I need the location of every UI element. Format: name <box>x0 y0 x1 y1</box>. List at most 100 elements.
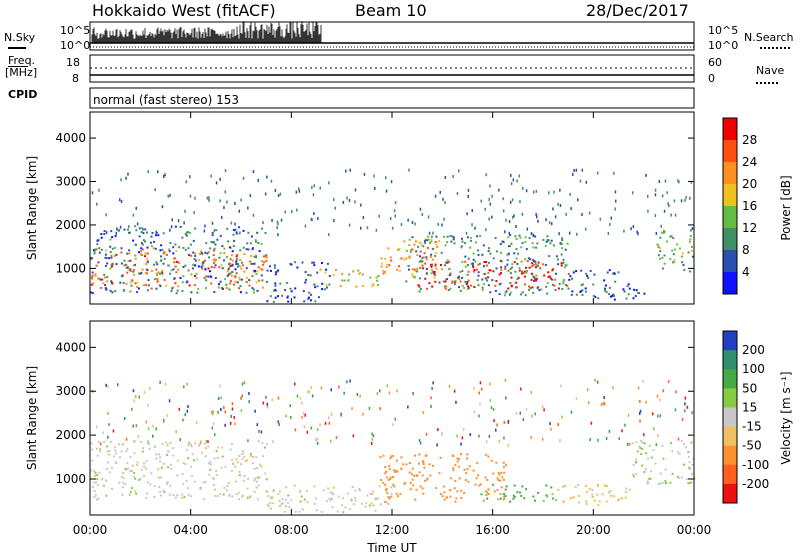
heatmap-cell <box>227 482 230 484</box>
heatmap-cell <box>303 498 306 501</box>
heatmap-cell <box>167 450 170 453</box>
heatmap-cell <box>194 252 197 255</box>
heatmap-cell <box>662 389 665 393</box>
heatmap-cell <box>426 235 429 238</box>
heatmap-cell <box>179 438 181 442</box>
heatmap-cell <box>166 453 169 456</box>
heatmap-cell <box>247 231 250 234</box>
heatmap-cell <box>224 278 227 281</box>
heatmap-cell <box>181 281 184 284</box>
heatmap-cell <box>434 263 437 266</box>
heatmap-cell <box>603 402 606 406</box>
heatmap-cell <box>238 498 241 501</box>
heatmap-cell <box>221 267 224 270</box>
heatmap-cell <box>146 492 148 495</box>
heatmap-cell <box>189 231 192 234</box>
heatmap-cell <box>257 484 260 487</box>
heatmap-cell <box>396 495 399 498</box>
heatmap-cell <box>185 479 188 482</box>
nsearch-legend-line <box>760 47 790 49</box>
heatmap-cell <box>326 262 329 265</box>
heatmap-cell <box>498 473 501 476</box>
heatmap-cell <box>575 270 578 273</box>
heatmap-cell <box>265 259 268 262</box>
heatmap-cell <box>144 255 146 258</box>
heatmap-cell <box>505 464 508 467</box>
heatmap-cell <box>279 192 282 196</box>
heatmap-cell <box>175 250 178 253</box>
heatmap-cell <box>387 478 390 481</box>
heatmap-cell <box>531 265 533 268</box>
heatmap-cell <box>472 252 475 255</box>
colorbar-tick-label: 15 <box>742 400 757 414</box>
heatmap-cell <box>155 268 158 271</box>
heatmap-cell <box>671 249 674 252</box>
heatmap-cell <box>230 469 233 472</box>
heatmap-cell <box>313 502 316 505</box>
heatmap-cell <box>427 238 430 241</box>
heatmap-cell <box>560 264 563 267</box>
heatmap-cell <box>680 439 683 442</box>
y-tick-label: 4000 <box>55 340 86 354</box>
heatmap-cell <box>120 450 123 453</box>
heatmap-cell <box>293 296 296 299</box>
heatmap-cell <box>165 254 168 256</box>
heatmap-cell <box>298 490 301 492</box>
heatmap-cell <box>130 284 133 287</box>
heatmap-cell <box>187 231 190 234</box>
heatmap-cell <box>467 480 470 483</box>
heatmap-cell <box>145 497 148 500</box>
heatmap-cell <box>446 261 449 264</box>
heatmap-cell <box>488 217 490 221</box>
heatmap-cell <box>455 400 457 404</box>
heatmap-cell <box>106 450 109 453</box>
heatmap-cell <box>489 184 491 188</box>
heatmap-cell <box>202 262 205 265</box>
heatmap-cell <box>197 287 200 290</box>
heatmap-cell <box>604 484 607 487</box>
heatmap-cell <box>454 279 457 282</box>
heatmap-cell <box>183 221 185 225</box>
heatmap-cell <box>515 412 518 416</box>
heatmap-cell <box>213 291 216 294</box>
heatmap-cell <box>526 227 529 231</box>
heatmap-cell <box>165 483 168 485</box>
heatmap-cell <box>663 209 666 213</box>
heatmap-cell <box>249 260 252 263</box>
heatmap-cell <box>496 489 499 491</box>
heatmap-cell <box>623 290 626 293</box>
heatmap-cell <box>372 434 375 438</box>
heatmap-cell <box>232 229 235 232</box>
heatmap-cell <box>567 287 570 290</box>
heatmap-cell <box>239 278 242 281</box>
heatmap-cell <box>622 288 625 291</box>
heatmap-cell <box>296 266 299 269</box>
heatmap-cell <box>413 268 416 271</box>
heatmap-cell <box>272 489 275 492</box>
heatmap-cell <box>218 397 220 400</box>
colorbar-tick-label: 50 <box>742 381 757 395</box>
heatmap-cell <box>97 277 100 280</box>
heatmap-cell <box>676 451 679 454</box>
heatmap-cell <box>486 279 488 282</box>
heatmap-cell <box>456 457 459 460</box>
heatmap-cell <box>398 265 400 268</box>
heatmap-cell <box>250 235 253 238</box>
heatmap-cell <box>549 422 551 426</box>
heatmap-cell <box>551 278 554 281</box>
heatmap-cell <box>473 269 476 271</box>
heatmap-cell <box>341 279 344 282</box>
heatmap-cell <box>487 455 490 458</box>
heatmap-cell <box>405 257 408 260</box>
heatmap-cell <box>470 284 472 287</box>
heatmap-cell <box>255 254 258 257</box>
heatmap-cell <box>256 467 258 470</box>
heatmap-cell <box>510 284 513 287</box>
heatmap-cell <box>269 265 271 268</box>
heatmap-cell <box>147 403 149 407</box>
heatmap-cell <box>530 390 532 394</box>
heatmap-cell <box>127 467 129 470</box>
heatmap-cell <box>569 497 572 500</box>
heatmap-cell <box>196 291 199 294</box>
heatmap-cell <box>627 413 630 417</box>
